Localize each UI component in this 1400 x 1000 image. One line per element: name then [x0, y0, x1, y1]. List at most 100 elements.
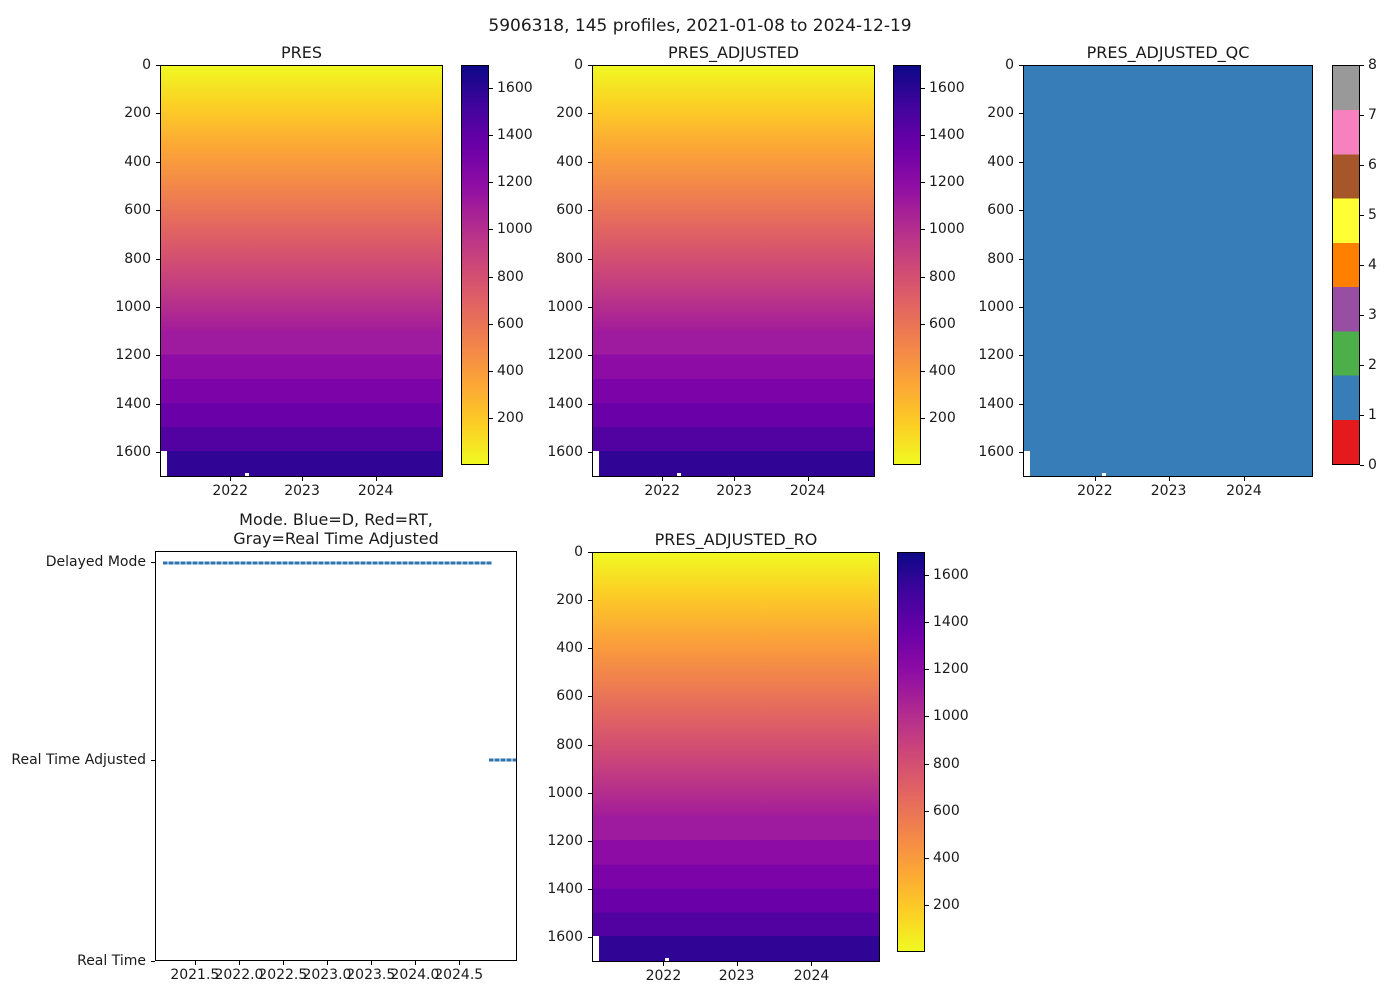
- ctick-label: 1000: [497, 221, 533, 238]
- pres-adjusted-y-axis: 0 200 400 600 800 1000 1200 1400 1600: [547, 57, 875, 477]
- ytick-mark: [588, 306, 592, 308]
- ctick-label: 800: [497, 268, 524, 285]
- ctick-label: 1600: [497, 80, 533, 97]
- xtick-label: 2024.0: [390, 967, 440, 983]
- ctick-mark: [489, 323, 493, 325]
- ytick-mark: [1019, 210, 1023, 212]
- no-data-notch: [593, 936, 599, 961]
- xtick-mark: [282, 961, 284, 965]
- pres-y-axis: 0 200 400 600 800 1000 1200 1400 1600: [115, 57, 443, 477]
- ytick-mark: [588, 744, 592, 746]
- ytick-label: 600: [556, 202, 583, 219]
- ytick-mark: [1019, 355, 1023, 357]
- xtick-label: 2023: [1150, 483, 1187, 499]
- pres-adjusted-ro-colorbar: 1600 1400 1200 1000 800 600 400 200: [897, 552, 969, 952]
- ytick-label: Real Time: [77, 953, 146, 969]
- ytick-label: 1000: [547, 298, 583, 315]
- ytick-mark: [156, 113, 160, 115]
- pres-adjusted-title: PRES_ADJUSTED: [667, 43, 800, 62]
- ytick-mark: [1019, 403, 1023, 405]
- pres-heatmap: 0 200 400 600 800 1000 1200 1400 1600 2022 2023 20…: [115, 57, 443, 499]
- ctick-label: 200: [929, 410, 956, 427]
- ytick-mark: [588, 792, 592, 794]
- ctick-mark: [1360, 465, 1364, 466]
- ctick-mark: [921, 182, 925, 184]
- ctick-mark: [925, 669, 929, 671]
- ytick-mark: [1019, 451, 1023, 453]
- xtick-label: 2023: [284, 483, 320, 499]
- pres-colorbar-ticks: 1600 1400 1200 1000 800 600 400 200: [461, 65, 533, 465]
- xtick-mark: [736, 962, 738, 966]
- ctick-mark: [925, 716, 929, 718]
- ctick-mark: [1360, 315, 1364, 316]
- ytick-label: 1600: [547, 928, 583, 945]
- ytick-mark: [156, 258, 160, 260]
- xtick-mark: [807, 477, 809, 481]
- pres-colorbar: 1600 1400 1200 1000 800 600 400 200: [461, 65, 533, 465]
- ctick-label: 600: [929, 315, 956, 332]
- ctick-label: 400: [933, 850, 960, 866]
- ctick-mark: [1360, 415, 1364, 416]
- ctick-label: 200: [497, 410, 524, 427]
- ctick-label: 2: [1368, 357, 1377, 373]
- xtick-mark: [811, 962, 813, 966]
- ctick-label: 800: [933, 755, 960, 772]
- pres-adjusted-qc-heatmap: 0 200 400 600 800 1000 1200 1400 1600 2022 2023 20…: [978, 57, 1313, 499]
- ytick-mark: [588, 258, 592, 260]
- pres-adjusted-ro-title: PRES_ADJUSTED_RO: [654, 530, 818, 549]
- no-data-speck: [1101, 473, 1106, 476]
- xtick-mark: [1243, 477, 1245, 481]
- ctick-label: 1400: [497, 127, 533, 143]
- ytick-label: Delayed Mode: [45, 554, 146, 571]
- ctick-mark: [1360, 215, 1364, 216]
- ctick-label: 200: [933, 897, 960, 914]
- ctick-label: 1200: [933, 661, 969, 678]
- ctick-mark: [1360, 265, 1364, 266]
- ytick-label: 1000: [978, 298, 1014, 315]
- ytick-mark: [1019, 306, 1023, 308]
- ctick-mark: [921, 229, 925, 231]
- ytick-label: 400: [124, 153, 151, 170]
- ytick-mark: [1019, 161, 1023, 163]
- no-data-speck: [245, 473, 250, 476]
- mode-y-axis: Delayed Mode Real Time Adjusted Real Time: [11, 551, 517, 969]
- ytick-mark: [588, 889, 592, 891]
- ytick-mark: [588, 113, 592, 115]
- pres-adjusted-heatmap: 0 200 400 600 800 1000 1200 1400 1600 2022 2023 20…: [547, 57, 875, 499]
- ytick-label: 1200: [547, 347, 583, 364]
- xtick-label: 2024: [1226, 483, 1262, 499]
- ytick-mark: [588, 161, 592, 163]
- no-data-speck: [664, 958, 669, 961]
- ctick-mark: [489, 418, 493, 420]
- xtick-label: 2024: [357, 483, 394, 499]
- ytick-mark: [588, 210, 592, 212]
- xtick-mark: [194, 961, 196, 965]
- mode-x-axis: 2021.5 2022.0 2022.5 2023.0 2023.5 2024.0 2024…: [155, 551, 517, 983]
- ytick-mark: [1019, 258, 1023, 260]
- ctick-mark: [921, 371, 925, 372]
- ytick-mark: [588, 65, 592, 66]
- ytick-label: 0: [1005, 57, 1014, 73]
- ytick-mark: [156, 355, 160, 357]
- ctick-mark: [925, 763, 929, 765]
- ytick-label: 600: [124, 202, 151, 219]
- xtick-label: 2024: [793, 968, 830, 984]
- pres-adjusted-ro-x-axis: 2022 2023 2024: [592, 552, 880, 984]
- ytick-label: 0: [142, 57, 151, 73]
- pres-title: PRES: [280, 43, 323, 62]
- ytick-mark: [588, 552, 592, 553]
- xtick-label: 2023: [718, 968, 755, 984]
- qc-colorbar: 8 7 6 5 4 3 2 1 0: [1332, 57, 1377, 473]
- no-data-notch: [161, 451, 167, 476]
- ctick-label: 800: [929, 268, 956, 285]
- xtick-mark: [1168, 477, 1170, 481]
- ytick-mark: [151, 961, 155, 962]
- ytick-label: 200: [556, 105, 583, 122]
- xtick-label: 2022: [645, 968, 682, 984]
- xtick-label: 2022: [212, 483, 248, 499]
- ytick-label: 1400: [547, 395, 583, 412]
- ytick-mark: [156, 451, 160, 453]
- ctick-mark: [921, 276, 925, 278]
- ytick-label: 200: [556, 591, 583, 608]
